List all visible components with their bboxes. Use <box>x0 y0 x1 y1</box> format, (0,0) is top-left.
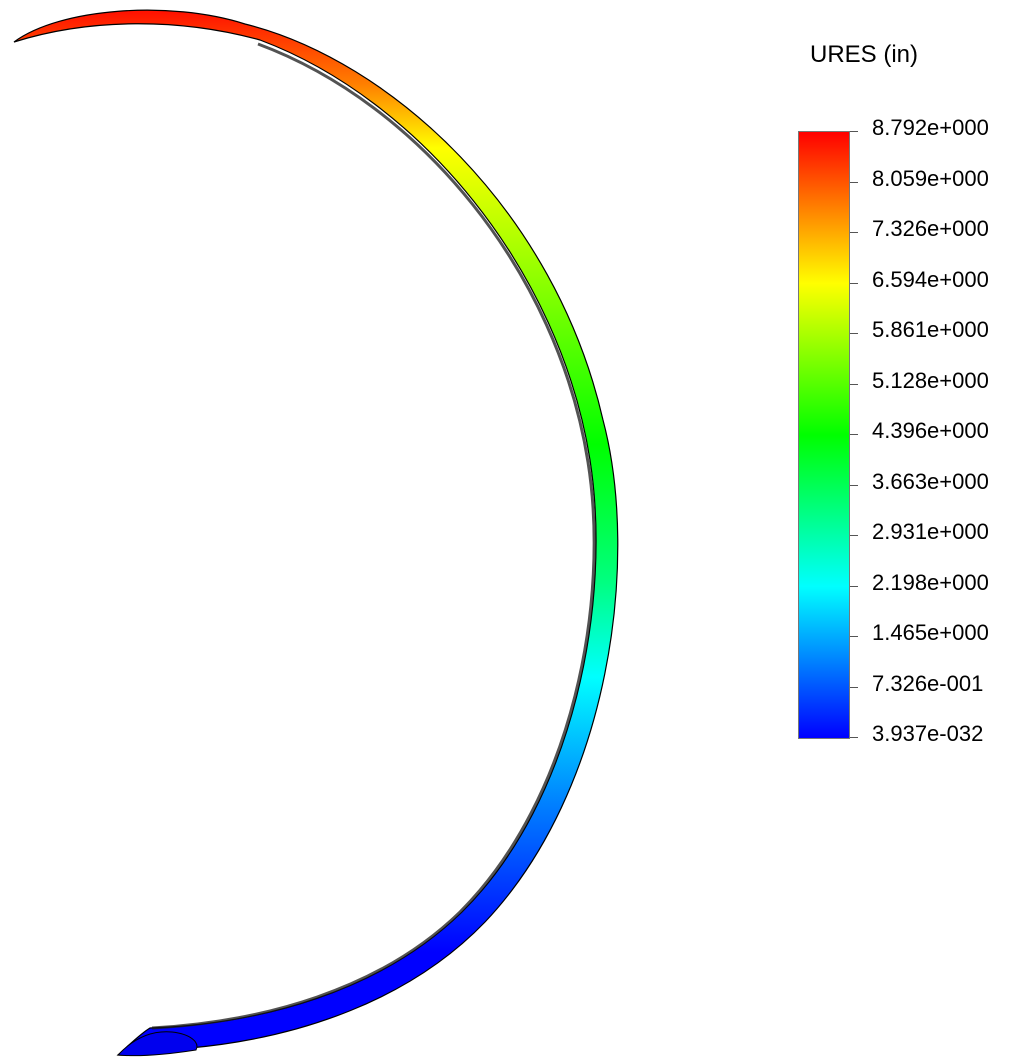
legend-tick-label: 7.326e-001 <box>872 670 984 696</box>
legend-tick-label: 5.861e+000 <box>872 317 989 342</box>
band-inner-edge <box>151 42 596 1030</box>
legend-tick-mark <box>850 333 858 334</box>
legend-tick-label: 1.465e+000 <box>872 620 989 645</box>
legend-tick-label: 3.663e+000 <box>872 468 989 494</box>
legend-tick-label: 8.059e+000 <box>872 165 989 191</box>
legend-tick-mark <box>850 636 858 637</box>
legend-tick-mark <box>850 434 858 435</box>
legend-tick-label: 5.128e+000 <box>872 367 989 393</box>
color-scale-bar <box>798 131 850 739</box>
legend-tick-label: 8.792e+000 <box>872 115 989 140</box>
legend-tick-mark <box>850 686 858 688</box>
legend-tick-mark <box>850 282 858 284</box>
legend-tick-mark <box>850 232 858 233</box>
legend-tick-mark <box>850 535 858 536</box>
legend-tick-mark <box>850 484 858 486</box>
legend-tick-label: 6.594e+000 <box>872 266 989 292</box>
band-bottom-flange <box>116 1031 198 1057</box>
legend-tick-mark <box>850 383 858 385</box>
legend-tick-mark <box>850 737 858 738</box>
legend-tick-label: 2.931e+000 <box>872 519 989 544</box>
band-outer-surface <box>13 9 619 1056</box>
legend-tick-label: 7.326e+000 <box>872 216 989 241</box>
legend-tick-mark <box>850 181 858 183</box>
legend-tick-label: 3.937e-032 <box>872 721 984 746</box>
legend-title: URES (in) <box>810 41 919 68</box>
legend-tick-mark <box>850 585 858 587</box>
legend-tick-label: 4.396e+000 <box>872 418 989 443</box>
legend-tick-label: 2.198e+000 <box>872 569 989 595</box>
legend-tick-mark <box>850 131 858 132</box>
